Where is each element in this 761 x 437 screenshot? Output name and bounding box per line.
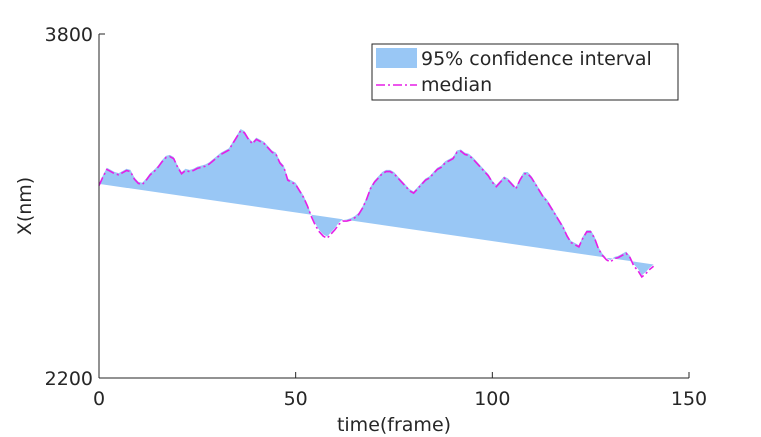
plot-area	[98, 129, 655, 279]
median-line	[98, 129, 655, 279]
x-tick-label: 0	[93, 388, 105, 410]
y-tick-label: 3800	[45, 24, 93, 46]
y-axis-label: X(nm)	[14, 177, 36, 235]
confidence-interval-band	[99, 129, 654, 276]
legend-box	[371, 43, 679, 101]
y-ticks: 2200 3800	[45, 24, 105, 390]
x-tick-label: 150	[671, 388, 707, 410]
x-tick-label: 100	[474, 388, 510, 410]
x-ticks: 0 50 100 150	[93, 372, 707, 410]
legend-swatch-ci	[376, 48, 417, 68]
legend-label-median: median	[421, 74, 492, 96]
x-axis-label: time(frame)	[337, 414, 451, 436]
axes	[98, 34, 689, 379]
x-tick-label: 50	[284, 388, 308, 410]
y-tick-label: 2200	[45, 368, 93, 390]
legend: 95% confidence interval median	[371, 43, 679, 101]
legend-label-ci: 95% confidence interval	[421, 48, 652, 70]
